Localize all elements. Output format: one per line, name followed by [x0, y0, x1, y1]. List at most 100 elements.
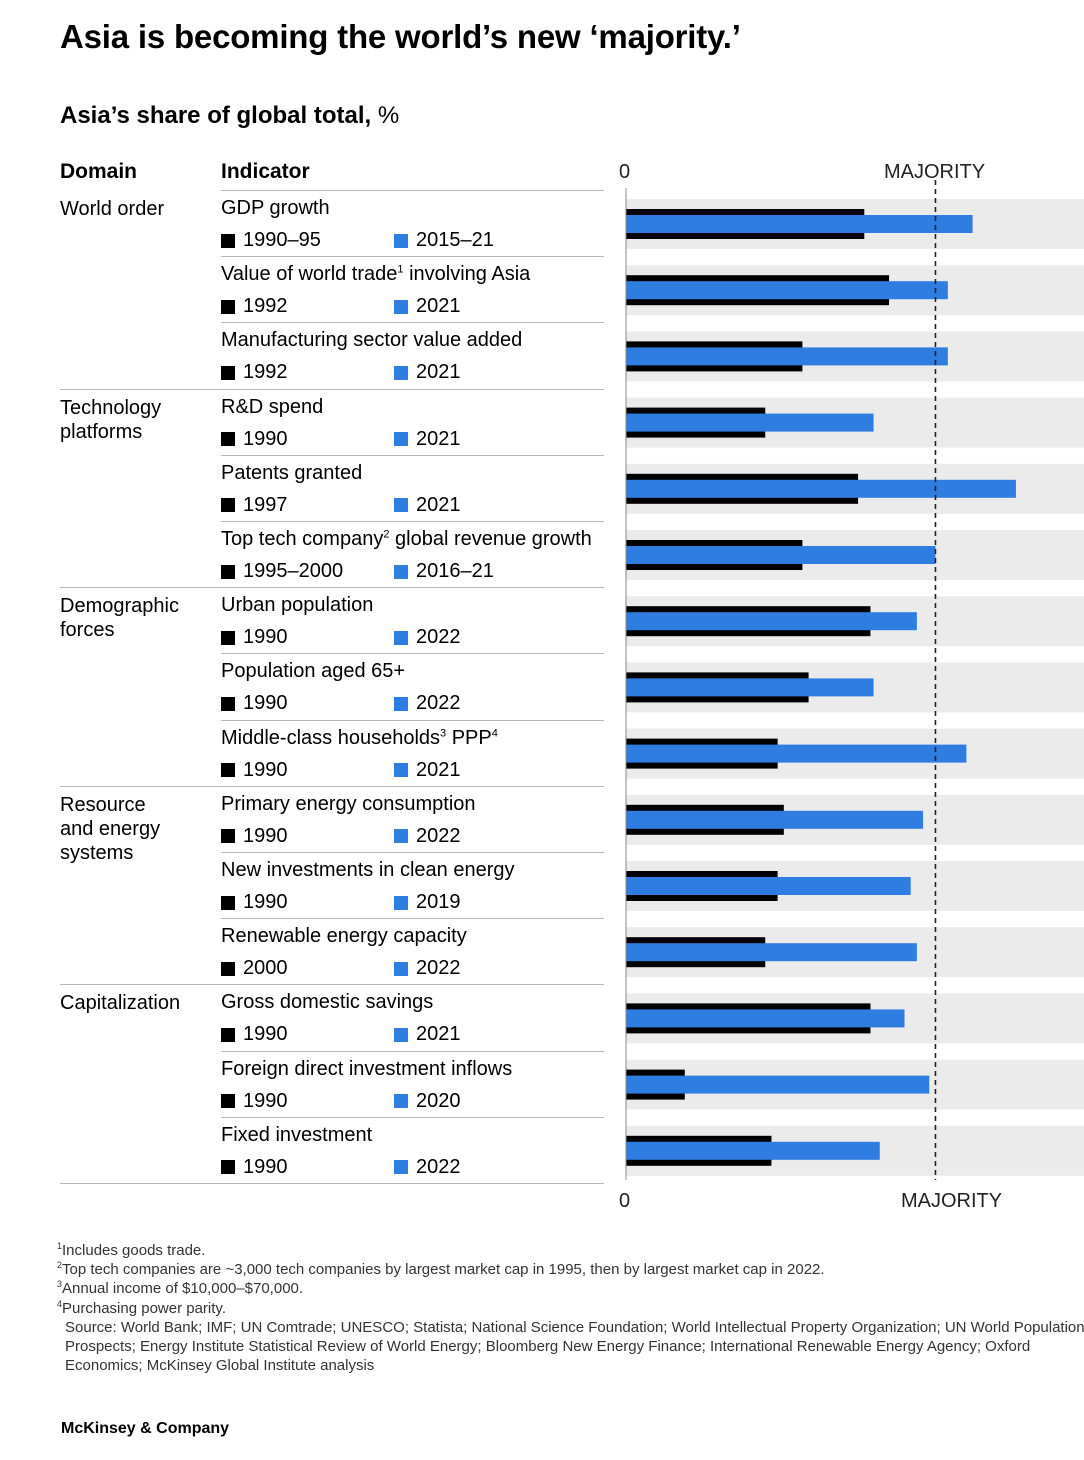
- footnotes: 1Includes goods trade. 2Top tech companie…: [57, 1241, 1084, 1375]
- footnote-marker: 1: [397, 263, 404, 276]
- legend-late: 2021: [394, 295, 461, 318]
- row-divider: [221, 852, 604, 853]
- indicator-text: Primary energy consumption: [221, 792, 476, 815]
- late-year-label: 2021: [416, 295, 461, 318]
- source-line: Source: World Bank; IMF; UN Comtrade; UN…: [65, 1318, 1084, 1336]
- row-divider: [221, 256, 604, 258]
- late-year-label: 2015–21: [416, 229, 494, 251]
- early-swatch: [221, 1027, 235, 1042]
- indicator-text: Foreign direct investment inflows: [221, 1057, 513, 1080]
- indicator-text: Urban population: [221, 594, 374, 617]
- late-year-label: 2022: [416, 824, 461, 847]
- footnote-marker: 2: [383, 528, 390, 541]
- legend-early: 1990: [221, 891, 288, 914]
- early-year-label: 1990: [243, 1155, 288, 1178]
- indicator-text-suffix: involving Asia: [403, 263, 531, 286]
- late-bar: [626, 413, 874, 432]
- footnote: 2Top tech companies are ~3,000 tech comp…: [57, 1260, 1084, 1279]
- late-bar: [626, 281, 948, 300]
- early-swatch: [221, 1160, 235, 1175]
- footnote-number: 3: [57, 1279, 63, 1290]
- early-swatch: [221, 1094, 235, 1109]
- early-swatch: [221, 365, 235, 380]
- table-bottom-divider: [60, 1183, 604, 1184]
- legend-early: 1992: [221, 361, 288, 384]
- legend-late: 2021: [394, 759, 461, 782]
- row-divider: [221, 653, 604, 655]
- indicator-text: Population aged 65+: [221, 660, 406, 683]
- footnote-marker: 4: [491, 726, 498, 739]
- late-year-label: 2022: [416, 626, 461, 649]
- legend-early: 1990: [221, 626, 288, 649]
- legend-late: 2020: [394, 1090, 461, 1113]
- domain-label: Demographic forces: [60, 595, 179, 642]
- late-bar: [626, 215, 973, 233]
- early-year-label: 2000: [243, 957, 288, 980]
- early-year-label: 1990: [243, 1089, 288, 1112]
- late-swatch: [394, 1160, 408, 1175]
- footnote: 4Purchasing power parity.: [57, 1299, 1084, 1318]
- brand-logo-text: McKinsey & Company: [61, 1420, 230, 1437]
- row-divider: [221, 719, 604, 721]
- footnote-text: Annual income of $10,000–$70,000.: [62, 1280, 304, 1298]
- late-swatch: [394, 1094, 408, 1109]
- indicator-label: Gross domestic savings: [221, 991, 433, 1014]
- row-divider: [221, 918, 604, 920]
- legend-early: 1990: [221, 825, 288, 848]
- row-divider: [221, 521, 604, 522]
- late-bar: [626, 1075, 930, 1094]
- indicator-label: Fixed investment: [221, 1124, 372, 1147]
- footnote-number: 2: [57, 1260, 63, 1271]
- axis-zero-label-bottom: 0: [619, 1190, 631, 1212]
- early-year-label: 1990–95: [243, 229, 321, 251]
- indicator-label: GDP growth: [221, 197, 330, 220]
- indicator-text: GDP growth: [221, 197, 330, 219]
- legend-late: 2022: [394, 626, 461, 649]
- early-swatch: [221, 630, 235, 645]
- late-year-label: 2021: [416, 1023, 461, 1046]
- legend-late: 2021: [394, 1023, 461, 1046]
- footnote: 3Annual income of $10,000–$70,000.: [57, 1279, 1084, 1298]
- domain-divider: [60, 785, 604, 787]
- legend-late: 2015–21: [394, 229, 494, 252]
- late-bar: [626, 546, 936, 564]
- late-swatch: [394, 829, 408, 844]
- indicator-table: World order Technology platforms Demograph…: [60, 197, 604, 1184]
- late-year-label: 2022: [416, 692, 461, 715]
- chart-title: Asia is becoming the world’s new ‘majori…: [60, 18, 741, 55]
- row-divider: [221, 322, 604, 324]
- legend-early: 1992: [221, 295, 288, 318]
- late-swatch: [394, 630, 408, 645]
- early-swatch: [221, 498, 235, 513]
- late-swatch: [394, 564, 408, 579]
- indicator-text: R&D spend: [221, 395, 324, 418]
- late-swatch: [394, 961, 408, 976]
- row-divider: [221, 454, 604, 456]
- early-year-label: 1997: [243, 493, 288, 516]
- legend-late: 2019: [394, 891, 461, 914]
- late-swatch: [394, 365, 408, 380]
- early-swatch: [221, 299, 235, 314]
- legend-late: 2022: [394, 825, 461, 848]
- indicator-label: Value of world trade1 involving Asia: [221, 263, 530, 286]
- row-divider: [221, 1050, 604, 1052]
- header-divider: [221, 190, 604, 191]
- domain-label: Capitalization: [60, 992, 181, 1015]
- legend-early: 1995–2000: [221, 560, 343, 583]
- indicator-text: New investments in clean energy: [221, 859, 515, 881]
- bar-chart: [625, 180, 1084, 1180]
- legend-late: 2016–21: [394, 560, 494, 583]
- footnote-number: 4: [57, 1298, 63, 1309]
- early-year-label: 1990: [243, 427, 288, 450]
- late-bar: [626, 810, 924, 829]
- subtitle-unit: %: [371, 102, 400, 129]
- late-year-label: 2021: [416, 758, 461, 781]
- early-swatch: [221, 829, 235, 844]
- indicator-text: Manufacturing sector value added: [221, 329, 523, 352]
- legend-early: 1990: [221, 1023, 288, 1046]
- early-swatch: [221, 233, 235, 248]
- early-year-label: 1990: [243, 824, 288, 847]
- indicator-text: Top tech company: [221, 528, 384, 550]
- late-bar: [626, 678, 874, 697]
- late-bar: [626, 943, 917, 962]
